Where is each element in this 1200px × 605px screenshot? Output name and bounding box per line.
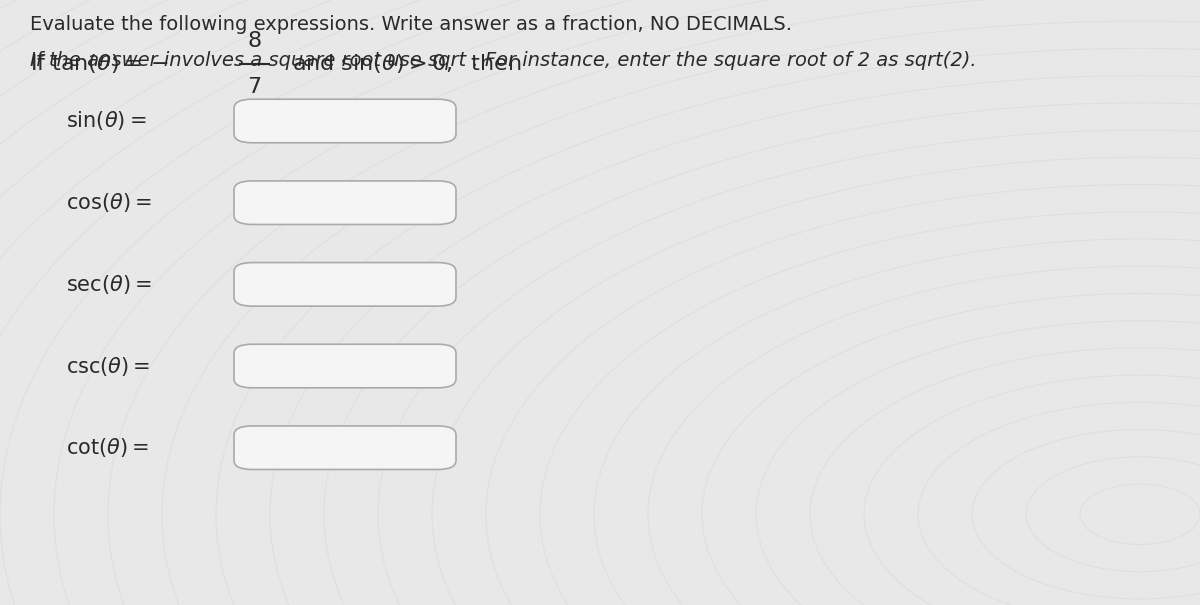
Text: 8: 8 [247, 30, 262, 51]
Text: $\mathregular{csc}(\theta) =$: $\mathregular{csc}(\theta) =$ [66, 355, 150, 378]
FancyBboxPatch shape [234, 99, 456, 143]
Text: If the answer involves a square root use sqrt . For instance, enter the square r: If the answer involves a square root use… [30, 51, 977, 70]
Text: Evaluate the following expressions. Write answer as a fraction, NO DECIMALS.: Evaluate the following expressions. Writ… [30, 15, 792, 34]
Text: $\mathregular{cot}(\theta) =$: $\mathregular{cot}(\theta) =$ [66, 436, 149, 459]
FancyBboxPatch shape [234, 344, 456, 388]
Text: and $\mathregular{sin}(\theta) > 0,$  then: and $\mathregular{sin}(\theta) > 0,$ the… [292, 52, 521, 75]
Text: $\mathregular{cos}(\theta) =$: $\mathregular{cos}(\theta) =$ [66, 191, 151, 214]
FancyBboxPatch shape [234, 426, 456, 469]
Text: $\mathregular{sin}(\theta) =$: $\mathregular{sin}(\theta) =$ [66, 110, 146, 132]
Text: 7: 7 [247, 76, 262, 97]
FancyBboxPatch shape [234, 181, 456, 224]
FancyBboxPatch shape [234, 263, 456, 306]
Text: If $\mathregular{tan}(\theta) = -$: If $\mathregular{tan}(\theta) = -$ [30, 52, 169, 75]
Text: $\mathregular{sec}(\theta) =$: $\mathregular{sec}(\theta) =$ [66, 273, 151, 296]
